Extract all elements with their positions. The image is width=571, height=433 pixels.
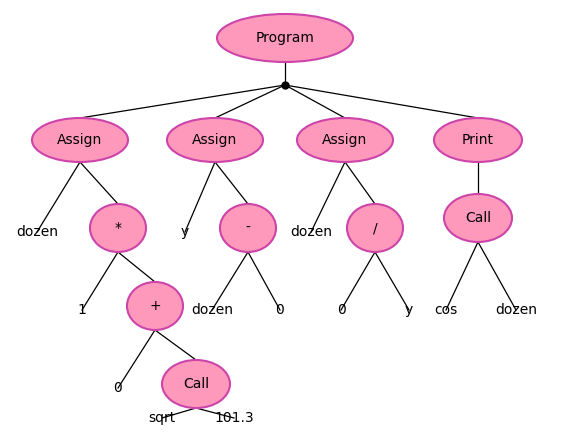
Ellipse shape: [167, 118, 263, 162]
Text: Assign: Assign: [192, 133, 238, 147]
Text: 101.3: 101.3: [214, 411, 254, 425]
Text: cos: cos: [435, 303, 457, 317]
Ellipse shape: [127, 282, 183, 330]
Ellipse shape: [444, 194, 512, 242]
Text: dozen: dozen: [495, 303, 537, 317]
Text: dozen: dozen: [16, 225, 58, 239]
Text: -: -: [246, 221, 251, 235]
Ellipse shape: [297, 118, 393, 162]
Text: 1: 1: [78, 303, 86, 317]
Text: Assign: Assign: [57, 133, 103, 147]
Text: +: +: [149, 299, 161, 313]
Text: 0: 0: [114, 381, 122, 395]
Text: y: y: [405, 303, 413, 317]
Text: Call: Call: [465, 211, 491, 225]
Text: y: y: [181, 225, 189, 239]
Ellipse shape: [32, 118, 128, 162]
Ellipse shape: [347, 204, 403, 252]
Ellipse shape: [90, 204, 146, 252]
Text: sqrt: sqrt: [148, 411, 176, 425]
Text: Program: Program: [256, 31, 315, 45]
Text: 0: 0: [337, 303, 345, 317]
Text: dozen: dozen: [191, 303, 233, 317]
Text: dozen: dozen: [290, 225, 332, 239]
Text: *: *: [115, 221, 122, 235]
Text: Assign: Assign: [323, 133, 368, 147]
Ellipse shape: [434, 118, 522, 162]
Ellipse shape: [217, 14, 353, 62]
Text: Call: Call: [183, 377, 209, 391]
Ellipse shape: [162, 360, 230, 408]
Text: Print: Print: [462, 133, 494, 147]
Text: /: /: [373, 221, 377, 235]
Ellipse shape: [220, 204, 276, 252]
Text: 0: 0: [276, 303, 284, 317]
